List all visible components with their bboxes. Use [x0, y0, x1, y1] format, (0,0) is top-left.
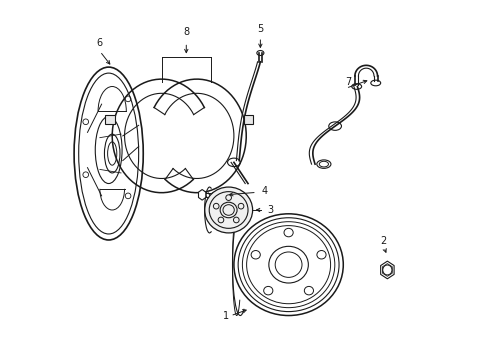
Polygon shape — [198, 189, 205, 200]
Text: 6: 6 — [97, 38, 102, 48]
Polygon shape — [380, 261, 393, 279]
Text: 1: 1 — [223, 311, 229, 321]
Ellipse shape — [204, 187, 252, 233]
Text: 2: 2 — [380, 236, 386, 246]
Text: 8: 8 — [183, 27, 189, 37]
Text: 4: 4 — [261, 186, 267, 195]
Ellipse shape — [74, 67, 143, 240]
Text: 3: 3 — [267, 205, 273, 215]
Polygon shape — [105, 115, 115, 124]
Text: 5: 5 — [257, 24, 263, 33]
Polygon shape — [243, 115, 253, 124]
Ellipse shape — [233, 214, 343, 315]
Text: 7: 7 — [345, 77, 351, 86]
